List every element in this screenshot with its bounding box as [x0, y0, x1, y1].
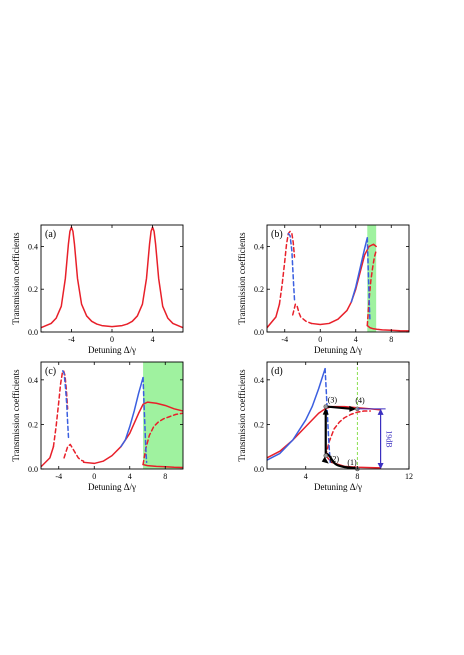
- x-axis-label: Detuning Δ/γ: [314, 345, 362, 355]
- y-tick-label: 0.0: [254, 328, 264, 337]
- shaded-region: [143, 362, 183, 469]
- series-line-0: [267, 303, 281, 329]
- arrowhead-up: [322, 407, 329, 415]
- x-tick-label: 8: [163, 472, 167, 481]
- plot-area: [41, 226, 183, 329]
- plot-frame: [266, 361, 410, 470]
- y-axis-label: Transmission coefficients: [237, 369, 247, 462]
- panel-a: -4 0 4 0.0 0.2 0.4 Detuning Δ/γ Transmission co…: [11, 224, 184, 355]
- series-line-0: [41, 226, 183, 329]
- x-tick-label: 0: [110, 335, 114, 344]
- x-axis-label: Detuning Δ/γ: [88, 482, 136, 492]
- y-tick-label: 0.4: [28, 242, 38, 251]
- series-line-1: [52, 370, 69, 448]
- state-point-label: (4): [355, 396, 365, 405]
- y-tick-label: 0.2: [28, 285, 38, 294]
- plot-area: [41, 362, 183, 469]
- x-tick-label: -4: [68, 335, 75, 344]
- panel-label: (d): [271, 366, 283, 377]
- series-line-6: [350, 237, 369, 303]
- plot-frame: [40, 361, 184, 470]
- y-tick-label: 0.2: [28, 420, 38, 429]
- series-line-8: [287, 232, 296, 301]
- x-tick-label: 4: [304, 472, 308, 481]
- y-axis-label: Transmission coefficients: [11, 369, 21, 462]
- panel-c: -4 0 4 8 0.0 0.2 0.4 Detuning Δ/γ Transmission c…: [11, 361, 184, 492]
- panel-d: (1) (2) (3) (4) 19dB 4 8 12 0.0 0.2 0.4 Detuning Δ/…: [237, 361, 413, 492]
- state-point-label: (1): [347, 458, 357, 467]
- series-line-8: [61, 370, 70, 439]
- shaded-region: [367, 225, 377, 332]
- plot-area: [267, 225, 409, 332]
- series-line-0: [41, 445, 55, 468]
- path-arrow-1-2: [326, 452, 356, 470]
- x-tick-label: 8: [389, 335, 393, 344]
- x-tick-label: -4: [281, 335, 288, 344]
- y-tick-label: 0.0: [28, 465, 38, 474]
- x-tick-label: 8: [355, 472, 359, 481]
- series-line-5: [366, 324, 409, 332]
- series-line-3: [82, 401, 183, 465]
- x-tick-label: 4: [354, 335, 358, 344]
- y-axis-label: Transmission coefficients: [237, 232, 247, 325]
- y-tick-label: 0.4: [28, 376, 38, 385]
- series-line-4: [142, 412, 183, 466]
- series-line-2: [291, 303, 313, 325]
- arrowhead-right: [349, 405, 357, 412]
- db-arrowhead-down: [377, 463, 384, 469]
- y-tick-label: 0.2: [254, 285, 264, 294]
- series-line-1: [324, 410, 372, 457]
- series-line-7: [142, 376, 148, 464]
- series-line-3: [267, 367, 326, 461]
- y-axis-label: Transmission coefficients: [11, 232, 21, 325]
- x-tick-label: 4: [151, 335, 155, 344]
- y-tick-label: 0.2: [254, 420, 264, 429]
- series-line-7: [366, 237, 371, 323]
- x-tick-label: 4: [128, 472, 132, 481]
- x-tick-label: 0: [318, 335, 322, 344]
- x-axis-label: Detuning Δ/γ: [88, 345, 136, 355]
- series-line-5: [142, 463, 183, 469]
- series-line-3: [310, 243, 377, 326]
- x-tick-label: 0: [92, 472, 96, 481]
- y-tick-label: 0.0: [254, 465, 264, 474]
- series-line-6: [120, 376, 144, 448]
- db-arrowhead-up: [377, 408, 384, 415]
- y-tick-label: 0.4: [254, 242, 264, 251]
- panel-b: -4 0 4 8 0.0 0.2 0.4 Detuning Δ/γ Transmission c…: [237, 224, 410, 355]
- x-tick-label: 12: [405, 472, 413, 481]
- y-tick-label: 0.4: [254, 376, 264, 385]
- panel-label: (c): [45, 366, 56, 377]
- series-line-2: [63, 443, 85, 462]
- y-tick-label: 0.0: [28, 328, 38, 337]
- state-point: [323, 404, 328, 409]
- state-point: [323, 453, 328, 458]
- plot-frame: [40, 224, 184, 333]
- panel-label: (b): [271, 229, 283, 240]
- arrowhead-left: [321, 456, 329, 464]
- state-point-label: (3): [328, 396, 338, 405]
- plot-frame: [266, 224, 410, 333]
- state-point-label: (2): [330, 455, 340, 464]
- series-line-4: [324, 367, 331, 464]
- x-tick-label: -4: [55, 472, 62, 481]
- panel-label: (a): [45, 229, 56, 240]
- path-arrow-3-4: [326, 405, 352, 410]
- plot-area: [267, 362, 382, 469]
- x-axis-label: Detuning Δ/γ: [314, 482, 362, 492]
- db-label: 19dB: [385, 430, 394, 447]
